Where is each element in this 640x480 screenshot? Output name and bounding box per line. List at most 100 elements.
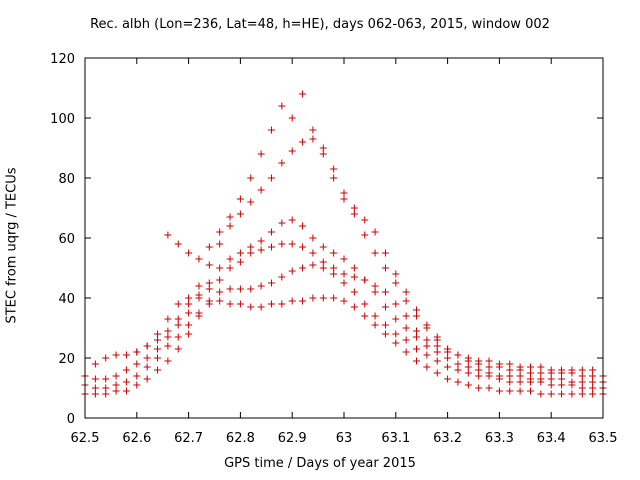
data-point: [216, 264, 224, 272]
data-point: [464, 363, 472, 371]
data-point: [309, 234, 317, 242]
data-point: [247, 285, 255, 293]
data-point: [216, 288, 224, 296]
data-point: [267, 228, 275, 236]
data-point: [226, 285, 234, 293]
data-point: [330, 249, 338, 257]
data-point: [475, 384, 483, 392]
data-point: [402, 348, 410, 356]
data-point: [371, 228, 379, 236]
data-point: [537, 363, 545, 371]
data-point: [464, 381, 472, 389]
data-point: [589, 384, 597, 392]
data-point: [278, 102, 286, 110]
y-tick-label: 0: [67, 412, 75, 427]
data-point: [236, 249, 244, 257]
data-point: [413, 312, 421, 320]
data-point: [423, 351, 431, 359]
data-point: [361, 231, 369, 239]
data-point: [495, 360, 503, 368]
data-point: [112, 351, 120, 359]
data-point: [371, 288, 379, 296]
data-point: [392, 339, 400, 347]
data-point: [309, 135, 317, 143]
data-point: [340, 297, 348, 305]
data-point: [361, 312, 369, 320]
data-point: [185, 300, 193, 308]
data-point: [288, 267, 296, 275]
data-point: [402, 336, 410, 344]
data-point: [547, 381, 555, 389]
x-tick-label: 63: [336, 431, 353, 446]
data-point: [319, 294, 327, 302]
data-point: [299, 297, 307, 305]
data-point: [371, 312, 379, 320]
data-point: [309, 249, 317, 257]
data-point: [257, 246, 265, 254]
data-point: [288, 114, 296, 122]
data-point: [288, 240, 296, 248]
data-point: [226, 300, 234, 308]
data-point: [122, 351, 130, 359]
x-tick-label: 63.5: [589, 431, 618, 446]
y-tick-label: 100: [50, 112, 75, 127]
data-point: [423, 342, 431, 350]
data-point: [205, 261, 213, 269]
data-point: [516, 378, 524, 386]
data-point: [340, 270, 348, 278]
data-point: [506, 360, 514, 368]
data-point: [444, 354, 452, 362]
data-point: [516, 363, 524, 371]
data-point: [288, 147, 296, 155]
data-point: [164, 315, 172, 323]
data-point: [185, 330, 193, 338]
data-point: [174, 315, 182, 323]
data-point: [537, 390, 545, 398]
y-tick-label: 20: [58, 352, 75, 367]
data-point: [350, 288, 358, 296]
data-point: [226, 264, 234, 272]
data-point: [267, 300, 275, 308]
data-point: [226, 213, 234, 221]
data-point: [381, 303, 389, 311]
data-point: [330, 270, 338, 278]
data-point: [205, 285, 213, 293]
data-point: [267, 174, 275, 182]
data-point: [423, 363, 431, 371]
data-point: [537, 369, 545, 377]
data-point: [205, 243, 213, 251]
data-point: [247, 303, 255, 311]
data-point: [174, 300, 182, 308]
y-tick-label: 80: [58, 172, 75, 187]
data-point: [278, 159, 286, 167]
data-point: [558, 390, 566, 398]
data-point: [361, 216, 369, 224]
data-point: [267, 243, 275, 251]
data-point: [195, 309, 203, 317]
data-point: [475, 366, 483, 374]
data-point: [402, 312, 410, 320]
data-point: [278, 240, 286, 248]
data-point: [154, 354, 162, 362]
data-point: [174, 345, 182, 353]
data-point: [589, 378, 597, 386]
data-point: [558, 366, 566, 374]
data-point: [226, 222, 234, 230]
data-point: [195, 255, 203, 263]
data-point: [143, 363, 151, 371]
data-point: [589, 372, 597, 380]
data-point: [547, 390, 555, 398]
data-point: [516, 387, 524, 395]
data-point: [247, 243, 255, 251]
data-point: [247, 198, 255, 206]
data-point: [578, 384, 586, 392]
y-axis-label: STEC from uqrg / TECUs: [4, 167, 20, 324]
data-point: [257, 150, 265, 158]
data-point: [506, 366, 514, 374]
data-point: [133, 360, 141, 368]
data-point: [278, 219, 286, 227]
data-point: [558, 381, 566, 389]
data-point: [381, 249, 389, 257]
data-points: [81, 90, 607, 398]
